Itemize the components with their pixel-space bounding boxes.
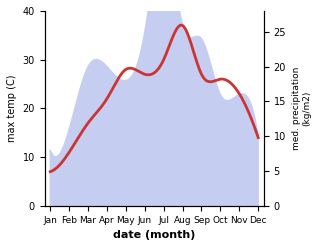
X-axis label: date (month): date (month) bbox=[113, 230, 196, 240]
Y-axis label: med. precipitation
(kg/m2): med. precipitation (kg/m2) bbox=[292, 67, 311, 150]
Y-axis label: max temp (C): max temp (C) bbox=[7, 75, 17, 142]
